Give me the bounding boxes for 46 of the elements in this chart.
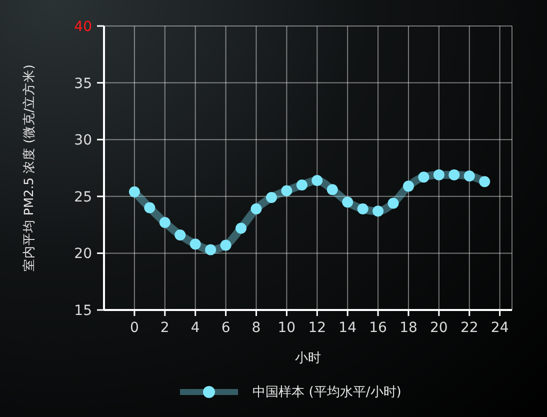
y-axis-title: 室内平均 PM2.5 浓度 (微克/立方米) [21, 64, 36, 272]
point [464, 170, 475, 182]
point [357, 203, 368, 214]
point [281, 185, 292, 196]
x-tick-label: 0 [130, 320, 139, 336]
x-tick-label: 18 [400, 320, 418, 336]
point [312, 174, 323, 186]
point [448, 169, 460, 180]
y-tick-label: 35 [74, 76, 92, 92]
point [326, 184, 338, 196]
x-tick-label: 20 [430, 320, 448, 336]
point [342, 196, 354, 208]
x-tick-label: 6 [221, 320, 230, 336]
x-tick-label: 12 [308, 320, 326, 336]
x-tick-label: 10 [278, 320, 296, 336]
legend-label: 中国样本 (平均水平/小时) [252, 384, 402, 401]
y-tick-label: 15 [74, 303, 92, 320]
x-tick-label: 16 [369, 320, 388, 336]
point [388, 198, 399, 209]
point [174, 230, 186, 241]
point [372, 206, 384, 217]
point [159, 217, 170, 228]
y-tick-label: 40 [74, 19, 92, 36]
x-tick-label: 24 [490, 320, 509, 336]
point [250, 203, 262, 214]
y-tick-label: 20 [74, 246, 92, 262]
y-tick-label: 25 [74, 189, 92, 206]
point [266, 192, 277, 204]
point [296, 180, 308, 191]
x-tick-label: 2 [160, 320, 170, 336]
y-tick-label: 30 [74, 132, 92, 149]
point [236, 222, 247, 234]
point [433, 169, 444, 180]
point [205, 244, 216, 256]
point [220, 240, 232, 251]
x-tick-label: 4 [190, 320, 200, 336]
point [418, 172, 430, 183]
x-axis-title: 小时 [295, 351, 321, 366]
point [128, 186, 140, 198]
x-tick-label: 14 [338, 320, 357, 336]
x-tick-label: 8 [252, 320, 261, 336]
point [402, 180, 414, 192]
point [144, 202, 156, 214]
point [479, 176, 490, 188]
point [190, 238, 201, 250]
x-tick-label: 22 [460, 320, 478, 336]
